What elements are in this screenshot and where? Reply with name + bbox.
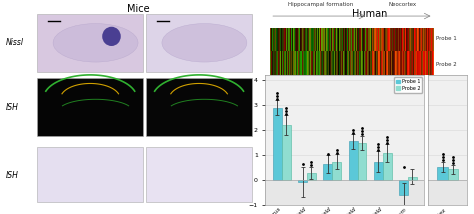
Bar — [37, 14, 143, 72]
Bar — [332, 162, 341, 180]
Text: Mice: Mice — [127, 4, 149, 14]
Bar — [146, 147, 252, 202]
Bar — [383, 153, 392, 180]
Bar — [428, 180, 467, 205]
Bar — [438, 166, 448, 180]
Bar — [146, 14, 252, 72]
Legend: Probe 1, Probe 2: Probe 1, Probe 2 — [394, 77, 422, 93]
Text: Human: Human — [352, 9, 387, 19]
Ellipse shape — [102, 27, 121, 46]
Text: Probe 1: Probe 1 — [436, 36, 456, 41]
Bar — [273, 108, 282, 180]
Text: Nissl: Nissl — [5, 38, 23, 47]
Text: Hippocampal formation: Hippocampal formation — [288, 2, 354, 7]
Bar — [265, 180, 424, 205]
Text: ISH: ISH — [5, 171, 18, 180]
Text: Probe 2: Probe 2 — [436, 62, 456, 67]
Bar — [37, 78, 143, 136]
Bar — [307, 173, 316, 180]
Bar — [146, 78, 252, 136]
Bar — [374, 162, 383, 180]
Bar — [448, 169, 458, 180]
Bar — [408, 177, 417, 180]
Bar — [282, 125, 291, 180]
Ellipse shape — [53, 24, 138, 62]
Ellipse shape — [162, 24, 247, 62]
Bar — [298, 180, 307, 182]
Bar — [323, 164, 332, 180]
Bar — [37, 147, 143, 202]
Text: Neocortex: Neocortex — [388, 2, 417, 7]
Text: ISH: ISH — [5, 103, 18, 111]
Bar — [399, 180, 408, 195]
Bar — [357, 143, 366, 180]
Bar — [349, 141, 357, 180]
